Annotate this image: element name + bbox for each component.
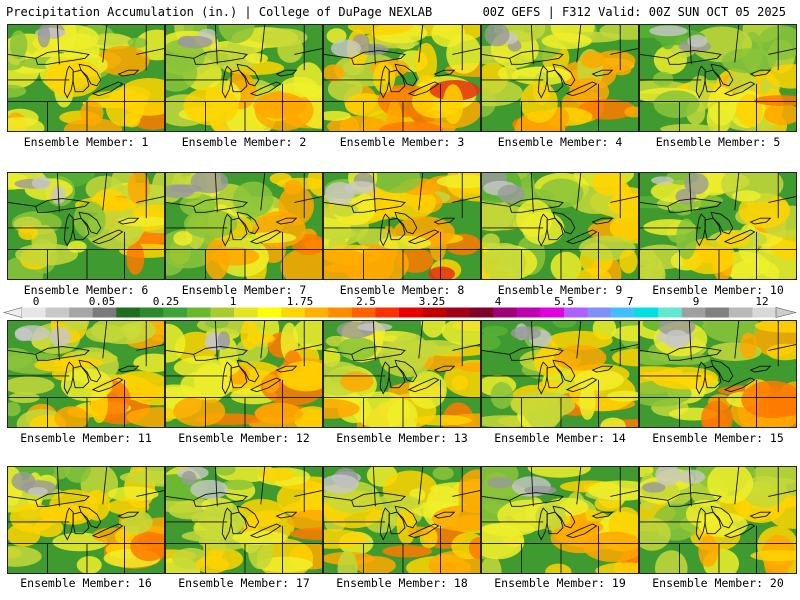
ensemble-member-map <box>481 24 639 132</box>
ensemble-member-label: Ensemble Member: 7 <box>181 283 307 297</box>
ensemble-member-map <box>639 172 797 280</box>
colorbar-swatch <box>210 307 235 318</box>
ensemble-member-map <box>7 24 165 132</box>
ensemble-member-map <box>639 320 797 428</box>
colorbar-swatch <box>92 307 117 318</box>
colorbar-tick-label: 3.25 <box>418 295 446 308</box>
colorbar-swatch <box>728 307 753 318</box>
ensemble-member-map <box>481 172 639 280</box>
ensemble-member-map <box>165 466 323 574</box>
colorbar-tick-label: 7 <box>626 295 634 308</box>
ensemble-member-label: Ensemble Member: 10 <box>652 283 784 297</box>
colorbar-swatch <box>516 307 541 318</box>
ensemble-member-label: Ensemble Member: 13 <box>336 431 468 445</box>
colorbar-swatch <box>634 307 659 318</box>
colorbar-swatch <box>22 307 46 318</box>
colorbar-tick-label: 1.75 <box>286 295 314 308</box>
ensemble-member-label: Ensemble Member: 19 <box>494 576 626 590</box>
colorbar-tick-label: 0.25 <box>152 295 180 308</box>
ensemble-member-map <box>481 466 639 574</box>
colorbar-swatch <box>234 307 258 318</box>
colorbar-tick-label: 1 <box>229 295 237 308</box>
colorbar-swatch <box>469 307 494 318</box>
colorbar-tick-label: 4 <box>494 295 502 308</box>
colorbar-swatch <box>563 307 588 318</box>
ensemble-member-label: Ensemble Member: 17 <box>178 576 310 590</box>
colorbar-swatch <box>422 307 447 318</box>
ensemble-member-map <box>323 466 481 574</box>
colorbar-tick-label: 2.5 <box>356 295 376 308</box>
ensemble-member-map <box>323 320 481 428</box>
ensemble-member-label: Ensemble Member: 4 <box>497 135 623 149</box>
colorbar-swatch <box>328 307 353 318</box>
colorbar-tick-label: 0.05 <box>88 295 116 308</box>
colorbar-swatch <box>611 307 635 318</box>
colorbar-swatch <box>587 307 612 318</box>
ensemble-member-map <box>639 466 797 574</box>
ensemble-member-label: Ensemble Member: 12 <box>178 431 310 445</box>
ensemble-member-label: Ensemble Member: 16 <box>20 576 152 590</box>
colorbar-swatch <box>304 307 329 318</box>
colorbar-tick-label: 9 <box>692 295 700 308</box>
ensemble-member-label: Ensemble Member: 20 <box>652 576 784 590</box>
ensemble-member-map <box>165 24 323 132</box>
ensemble-member-map <box>165 172 323 280</box>
header: Precipitation Accumulation (in.) | Colle… <box>0 0 800 24</box>
ensemble-member-map <box>7 172 165 280</box>
colorbar-swatch <box>446 307 470 318</box>
ensemble-member-label: Ensemble Member: 5 <box>655 135 781 149</box>
colorbar-swatch <box>399 307 423 318</box>
colorbar-swatch <box>681 307 706 318</box>
ensemble-member-label: Ensemble Member: 8 <box>339 283 465 297</box>
ensemble-member-map <box>323 24 481 132</box>
ensemble-member-label: Ensemble Member: 1 <box>23 135 149 149</box>
colorbar-swatch <box>163 307 188 318</box>
ensemble-member-map <box>7 466 165 574</box>
ensemble-member-label: Ensemble Member: 18 <box>336 576 468 590</box>
run-valid-time: 00Z GEFS | F312 Valid: 00Z SUN OCT 05 20… <box>482 5 786 19</box>
colorbar-swatch <box>658 307 683 318</box>
ensemble-member-label: Ensemble Member: 15 <box>652 431 784 445</box>
colorbar-swatch <box>493 307 518 318</box>
colorbar-swatch <box>139 307 164 318</box>
ensemble-member-label: Ensemble Member: 2 <box>181 135 307 149</box>
colorbar-tick-label: 5.5 <box>554 295 574 308</box>
ensemble-member-label: Ensemble Member: 6 <box>23 283 149 297</box>
ensemble-member-label: Ensemble Member: 11 <box>20 431 152 445</box>
ensemble-member-label: Ensemble Member: 14 <box>494 431 626 445</box>
colorbar-swatch <box>705 307 730 318</box>
colorbar-max-arrow <box>775 307 797 318</box>
colorbar-swatch <box>186 307 211 318</box>
ensemble-member-label: Ensemble Member: 3 <box>339 135 465 149</box>
page-title: Precipitation Accumulation (in.) | Colle… <box>6 5 433 19</box>
colorbar-scale <box>2 307 797 318</box>
colorbar-swatch <box>351 307 376 318</box>
ensemble-member-map <box>165 320 323 428</box>
colorbar-swatch <box>375 307 400 318</box>
colorbar-tick-label: 12 <box>755 295 769 308</box>
ensemble-member-map <box>7 320 165 428</box>
ensemble-member-label: Ensemble Member: 9 <box>497 283 623 297</box>
ensemble-member-map <box>481 320 639 428</box>
colorbar-min-arrow <box>2 307 23 318</box>
precipitation-colorbar: 0 0.05 0.25 1 1.75 2.5 3.25 4 5.5 7 9 12 <box>0 296 800 318</box>
colorbar-swatch <box>540 307 565 318</box>
ensemble-member-map <box>639 24 797 132</box>
colorbar-swatch <box>281 307 306 318</box>
ensemble-member-map <box>323 172 481 280</box>
colorbar-swatch <box>45 307 70 318</box>
colorbar-swatch <box>69 307 93 318</box>
colorbar-swatch <box>257 307 282 318</box>
colorbar-tick-label: 0 <box>32 295 40 308</box>
colorbar-swatch <box>116 307 141 318</box>
colorbar-swatch <box>752 307 777 318</box>
